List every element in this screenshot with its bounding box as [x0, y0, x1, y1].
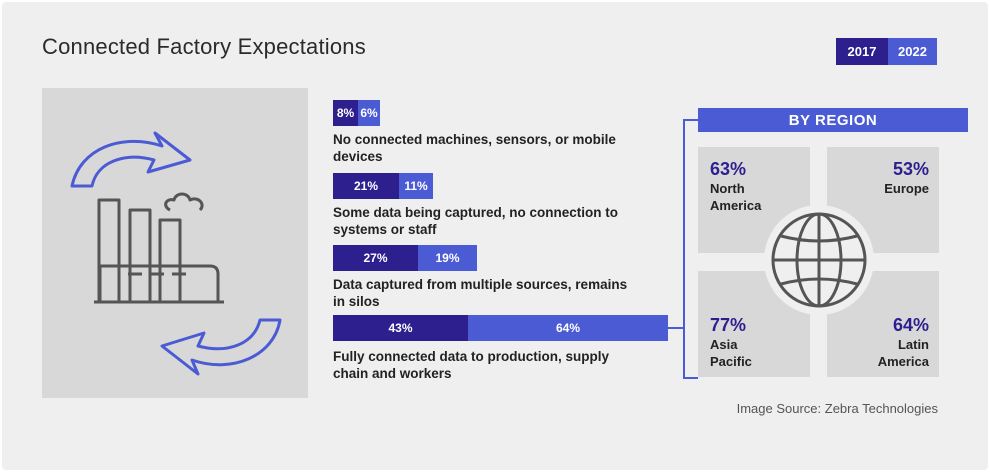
bar-category-label: Fully connected data to production, supp… [333, 349, 610, 381]
bar-segment-2022: 11% [399, 173, 433, 199]
bar-segment-2017: 27% [333, 245, 418, 271]
bar-segment-2017: 21% [333, 173, 399, 199]
image-source: Image Source: Zebra Technologies [736, 401, 938, 416]
data-label: 6% [360, 106, 378, 120]
bar-fully-connected: 43% 64% [333, 315, 668, 341]
data-label: 64% [555, 321, 581, 335]
bar-segment-2017: 43% [333, 315, 468, 341]
bar-data-in-silos: 27% 19% [333, 245, 477, 271]
region-name: Latin America [877, 337, 929, 369]
data-label: 27% [363, 251, 388, 265]
bar-segment-2017: 8% [333, 100, 358, 126]
bar-segment-2022: 6% [358, 100, 380, 126]
page-title: Connected Factory Expectations [42, 34, 366, 59]
region-header: BY REGION [698, 108, 968, 132]
bar-segment-2022: 64% [468, 315, 668, 341]
region-name: Asia Pacific [710, 337, 752, 369]
region-percent: 53% [892, 159, 929, 179]
region-percent: 64% [892, 315, 929, 335]
factory-illustration-panel [42, 88, 308, 398]
bar-some-data-captured: 21% 11% [333, 173, 433, 199]
region-name: North America [710, 181, 762, 213]
region-tile-north-america: 63% North America [698, 147, 810, 253]
bar-no-connected-devices: 8% 6% [333, 100, 380, 126]
bar-segment-2022: 19% [418, 245, 477, 271]
bar-category-label: Some data being captured, no connection … [333, 205, 619, 237]
region-percent: 77% [710, 315, 747, 335]
data-label: 43% [388, 321, 413, 335]
factory-with-cycle-arrows-icon [70, 131, 282, 376]
data-label: 19% [435, 251, 460, 265]
legend-item-2022: 2022 [888, 38, 937, 65]
region-name: Europe [884, 181, 929, 196]
bar-category-label: No connected machines, sensors, or mobil… [333, 132, 616, 164]
bar-category-label: Data captured from multiple sources, rem… [333, 277, 628, 309]
data-label: 11% [404, 179, 428, 193]
legend-item-2017: 2017 [836, 38, 888, 65]
data-label: 21% [353, 179, 379, 193]
globe-icon [764, 205, 874, 315]
region-percent: 63% [710, 159, 747, 179]
data-label: 8% [336, 106, 355, 120]
legend: 2017 2022 [836, 38, 937, 65]
